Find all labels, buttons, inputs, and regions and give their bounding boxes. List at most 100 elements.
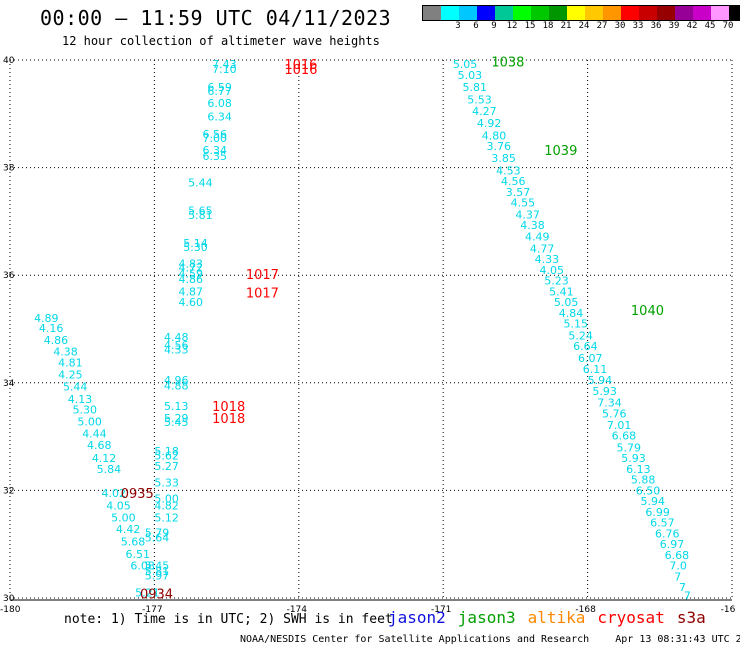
pass-time-label: 1018 [212,400,245,415]
legend-value: 6 [473,21,479,31]
legend-value: 3 [455,21,461,31]
x-tick-label: -177 [142,605,162,615]
wave-height-label: 7.43 [212,58,237,71]
wave-height-label: 4.37 [515,208,540,221]
y-tick-label: 34 [3,379,15,389]
legend-value: 12 [506,21,518,31]
wave-height-label: 5.81 [145,565,170,578]
wave-height-label: 4.92 [477,117,502,130]
wave-height-label: 5.93 [621,452,646,465]
wave-height-label: 6.56 [203,128,228,141]
wave-height-label: 4.38 [520,219,545,232]
wave-height-label: 4.48 [164,331,189,344]
legend-swatch [639,6,657,20]
wave-height-label: 6.57 [650,517,675,530]
wave-height-label: 7 [674,570,681,583]
wave-height-label: 5.00 [154,492,179,505]
pass-time-label: 1017 [246,268,279,283]
footer-credit: NOAA/NESDIS Center for Satellite Applica… [240,634,590,645]
wave-height-label: 4.60 [178,296,203,309]
wave-height-label: 5.45 [145,560,170,573]
wave-height-label: 5.33 [154,476,179,489]
wave-height-label: 4.13 [68,393,93,406]
wave-height-label: 6.50 [636,484,661,497]
legend-swatch [477,6,495,20]
wave-height-label: 4.56 [501,175,525,188]
wave-height-label: 7.01 [607,419,632,432]
legend-swatch [675,6,693,20]
wave-height-label: 5.14 [183,237,208,250]
wave-height-label: 4.49 [525,230,550,243]
legend-swatch [441,6,459,20]
legend-value: 15 [524,21,536,31]
footer: NOAA/NESDIS Center for Satellite Applica… [240,634,740,645]
pass-time-label: 1038 [491,56,524,71]
legend-value: 33 [632,21,644,31]
wave-height-label: 5.13 [164,400,189,413]
wave-height-label: 5.94 [641,495,666,508]
wave-height-label: 5.81 [188,209,213,222]
y-tick-label: 40 [3,56,15,66]
wave-height-label: 4.84 [559,307,584,320]
page-subtitle: 12 hour collection of altimeter wave hei… [62,34,380,48]
wave-height-label: 3.76 [487,140,512,153]
wave-height-label: 4.55 [511,197,536,210]
pass-time-label: 1017 [246,286,279,301]
wave-height-label: 5.18 [154,445,179,458]
wave-height-label: 6.34 [207,110,232,123]
pass-time-label: 0935 [121,487,154,502]
legend-value: 36 [650,21,662,31]
legend-value: 9 [491,21,497,31]
wave-height-label: 5.68 [121,536,146,549]
wave-height-label: 4.16 [39,322,64,335]
wave-height-label: 3.57 [506,186,530,199]
wave-height-label: 5.21 [135,587,160,600]
wave-height-label: 6.35 [203,150,228,163]
wave-height-label: 5.79 [616,441,641,454]
wave-height-label: 4.02 [101,487,126,500]
wave-height-label: 5.05 [554,296,579,309]
legend-swatch [657,6,675,20]
wave-height-label: 5.30 [183,241,208,254]
legend-value: 45 [704,21,716,31]
wave-height-label: 5.94 [588,374,613,387]
wave-height-label: 7 [684,589,691,602]
x-tick-label: -174 [287,605,308,615]
wave-height-label: 5.44 [188,177,213,190]
wave-height-label: 6.68 [665,549,690,562]
wave-height-label: 4.86 [44,334,68,347]
color-legend [422,5,740,21]
wave-height-label: 4.77 [530,242,555,255]
wave-height-label: 5.30 [73,404,98,417]
wave-height-label: 5.27 [154,460,179,473]
wave-height-label: 5.97 [145,569,170,582]
wave-height-label: 7.0 [669,560,687,573]
legend-swatch [603,6,621,20]
wave-height-label: 7.00 [203,132,228,145]
legend-swatch [693,6,711,20]
wave-height-label: 6.11 [583,363,608,376]
legend-swatch [531,6,549,20]
pass-time-label: 1039 [544,144,577,159]
wave-height-label: 4.87 [178,285,203,298]
wave-height-label: 5.15 [564,318,589,331]
legend-value: 70 [722,21,734,31]
y-tick-label: 36 [3,271,15,281]
wave-height-label: 5.65 [188,205,213,218]
wave-height-label: 5.29 [164,412,189,425]
legend-swatch [711,6,729,20]
x-tick-label: -171 [431,605,451,615]
wave-height-label: 6.97 [660,538,685,551]
wave-height-label: 4.82 [154,499,179,512]
legend-value: 21 [560,21,572,31]
wave-height-label: 6.07 [578,352,603,365]
wave-height-label: 6.13 [626,463,651,476]
wave-height-label: 4.53 [496,164,521,177]
legend-swatch [729,6,740,20]
y-tick-label: 30 [3,594,15,604]
wave-height-label: 5.88 [631,474,656,487]
satellite-jason3: jason3 [457,608,516,627]
wave-height-label: 6.51 [126,548,150,561]
wave-height-label: 4.33 [535,253,560,266]
wave-height-label: 4.96 [164,374,189,387]
